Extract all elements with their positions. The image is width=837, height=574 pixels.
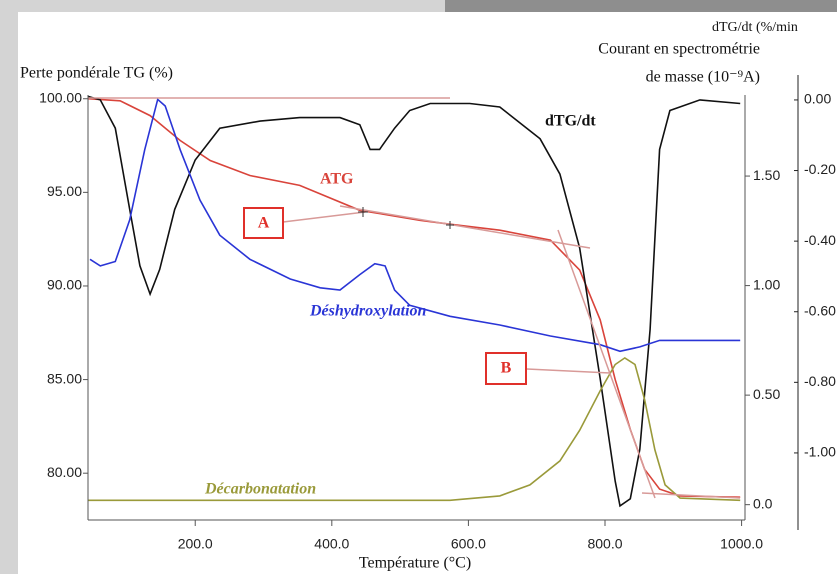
y-tick-label: 80.00 bbox=[47, 464, 82, 480]
y2-tick-label: 0.0 bbox=[753, 495, 773, 511]
y3-tick-label: -0.80 bbox=[804, 373, 836, 389]
y-tick-label: 95.00 bbox=[47, 183, 82, 199]
x-axis-label: Température (°C) bbox=[359, 555, 471, 572]
x-tick-label: 800.0 bbox=[587, 536, 622, 552]
annotation: A bbox=[258, 215, 270, 232]
annotation: B bbox=[501, 360, 512, 377]
chart: dTG/dt (%/min Perte pondérale TG (%) Cou… bbox=[0, 0, 837, 574]
x-tick-label: 200.0 bbox=[178, 536, 213, 552]
x-tick-label: 1000.0 bbox=[720, 536, 763, 552]
page: {"chart_data": { "type": "line", "y_labe… bbox=[0, 0, 837, 574]
x-tick-label: 400.0 bbox=[314, 536, 349, 552]
y-tick-label: 90.00 bbox=[47, 277, 82, 293]
y3-tick-label: -0.20 bbox=[804, 161, 836, 177]
background-band bbox=[445, 0, 837, 14]
y2-tick-label: 1.00 bbox=[753, 276, 780, 292]
y2-tick-label: 0.50 bbox=[753, 386, 780, 402]
y3-tick-label: 0.00 bbox=[804, 91, 831, 107]
y3-axis-label: dTG/dt (%/min bbox=[712, 20, 798, 35]
y3-tick-label: -1.00 bbox=[804, 444, 836, 460]
y3-tick-label: -0.40 bbox=[804, 232, 836, 248]
plot-background bbox=[18, 12, 837, 574]
series-label: Déshydroxylation bbox=[309, 303, 427, 320]
y3-tick-label: -0.60 bbox=[804, 302, 836, 318]
y-axis-label: Perte pondérale TG (%) bbox=[20, 65, 173, 82]
y-tick-label: 85.00 bbox=[47, 370, 82, 386]
series-label: Décarbonatation bbox=[204, 481, 316, 498]
series-label: dTG/dt bbox=[545, 113, 596, 130]
y2-axis-label: Courant en spectrométrie bbox=[598, 41, 760, 58]
x-tick-label: 600.0 bbox=[451, 536, 486, 552]
y2-tick-label: 1.50 bbox=[753, 167, 780, 183]
y2-axis-label: de masse (10⁻⁹A) bbox=[646, 69, 760, 86]
series-label: ATG bbox=[320, 171, 354, 188]
y-tick-label: 100.00 bbox=[39, 89, 82, 105]
